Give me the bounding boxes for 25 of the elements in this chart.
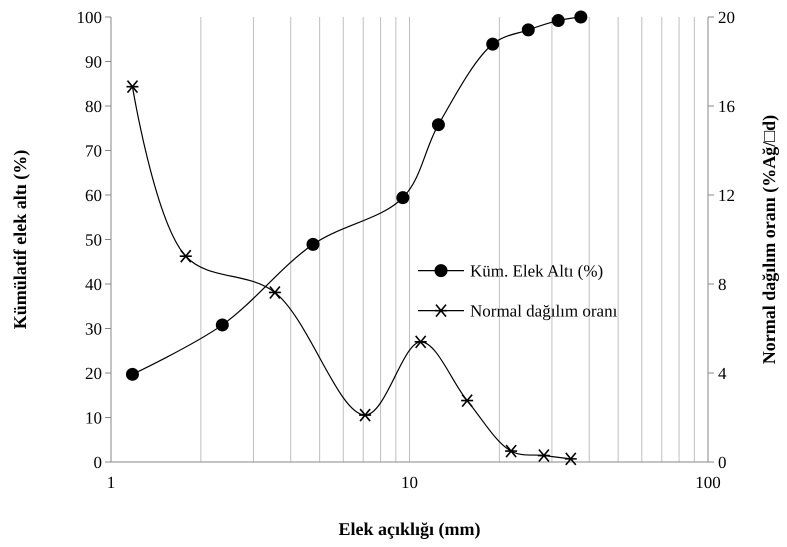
y-tick-label: 30 [85, 320, 102, 338]
y2-tick-label: 16 [718, 97, 735, 116]
y-tick-label: 50 [85, 230, 102, 250]
y-tick-label: 70 [85, 142, 102, 160]
x-tick-label: 1 [106, 473, 116, 492]
x-axis-title: Elek açıklığı (mm) [338, 519, 480, 539]
y-tick-label: 0 [94, 453, 102, 472]
y-tick-label: 80 [85, 97, 102, 116]
y2-axis-title: Normal dağılım oranı (%Ağ/□d) [759, 114, 779, 364]
y2-tick-label: 0 [718, 453, 726, 472]
y-axis-title: Kümülatif elek altı (%) [10, 150, 30, 330]
y2-tick-label: 20 [718, 8, 735, 27]
y-tick-label: 10 [85, 408, 102, 428]
legend-label: Küm. Elek Altı (%) [470, 262, 604, 281]
x-tick-label: 100 [695, 473, 721, 492]
y-tick-label: 90 [85, 52, 102, 72]
y2-tick-label: 12 [718, 186, 735, 205]
x-tick-label: 10 [401, 473, 418, 492]
y-tick-label: 60 [85, 186, 102, 205]
y-tick-label: 40 [85, 275, 102, 294]
legend-label: Normal dağılım oranı [470, 302, 618, 321]
y2-tick-label: 8 [718, 275, 726, 294]
y-tick-label: 100 [76, 8, 102, 27]
y2-tick-label: 4 [718, 364, 727, 383]
y-tick-label: 20 [85, 364, 102, 383]
